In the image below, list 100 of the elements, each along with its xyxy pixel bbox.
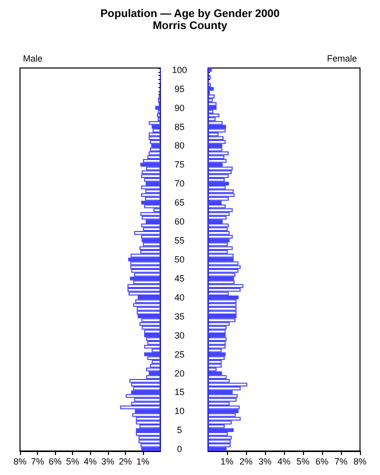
y-tick-label: 85 <box>174 122 184 132</box>
bar <box>144 178 160 182</box>
bar <box>208 144 222 148</box>
bar <box>208 128 226 132</box>
y-tick-label: 20 <box>174 368 184 378</box>
bar <box>144 344 160 349</box>
bar <box>208 223 229 228</box>
bar <box>150 148 160 152</box>
bar <box>139 322 160 326</box>
bar <box>208 86 214 91</box>
bar <box>148 136 160 140</box>
bar <box>128 292 160 296</box>
text: Male <box>23 54 43 64</box>
bar <box>208 326 227 330</box>
bar <box>155 106 160 110</box>
bar <box>145 189 160 194</box>
bar <box>144 333 160 338</box>
y-tick-label: 25 <box>174 349 184 360</box>
bar <box>208 371 222 376</box>
bar <box>139 246 160 250</box>
bar <box>136 306 160 311</box>
bar <box>141 447 160 451</box>
bar <box>138 440 160 444</box>
y-tick-label: 50 <box>174 254 184 264</box>
y-tick-label: 45 <box>174 273 184 284</box>
bar <box>139 424 160 428</box>
bar <box>208 170 232 174</box>
bar <box>134 231 160 235</box>
bar <box>208 341 226 345</box>
bar <box>208 318 236 322</box>
bar <box>136 310 160 314</box>
bar <box>141 223 160 228</box>
bar <box>136 416 160 421</box>
y-tick-label: 55 <box>174 236 184 246</box>
bar <box>130 254 160 258</box>
bar <box>208 375 227 379</box>
bar <box>136 432 160 436</box>
bar <box>144 204 160 208</box>
bar <box>142 216 160 220</box>
x-tick-label: 4% <box>84 456 97 466</box>
x-tick-label: 5% <box>66 456 80 466</box>
bar <box>134 272 160 277</box>
bar <box>148 132 160 136</box>
bar <box>208 382 248 387</box>
bar <box>147 356 160 360</box>
bar <box>208 189 234 194</box>
text: Female <box>326 54 358 64</box>
bar <box>148 371 160 376</box>
bar <box>138 314 160 318</box>
x-tick-label: 7% <box>334 456 348 466</box>
bar <box>208 303 236 307</box>
bar <box>208 310 236 314</box>
x-tick-label: 8% <box>353 456 367 466</box>
bar <box>146 368 160 372</box>
x-tick-label: 2% <box>239 456 253 466</box>
bar <box>208 193 235 197</box>
bar <box>208 178 225 182</box>
bar <box>208 265 241 269</box>
x-tick-label: 2% <box>118 456 132 466</box>
y-tick-label: 15 <box>174 387 184 398</box>
bar <box>151 144 160 148</box>
bar <box>208 140 226 144</box>
bar <box>208 208 233 212</box>
bar <box>156 114 160 118</box>
x-tick-label: 3% <box>101 456 114 466</box>
bar <box>208 299 236 304</box>
bar <box>150 140 160 144</box>
bar <box>208 447 227 451</box>
bar <box>142 326 160 330</box>
bar <box>142 238 160 242</box>
bar <box>128 258 160 262</box>
bar <box>147 155 160 160</box>
bar <box>208 166 233 170</box>
y-tick-label: 10 <box>174 406 184 416</box>
y-tick-label: 5 <box>176 425 182 436</box>
bar <box>208 151 229 156</box>
bar <box>208 443 231 448</box>
bar <box>208 136 224 140</box>
x-tick-label: 7% <box>31 456 44 466</box>
bar <box>208 234 233 239</box>
bar <box>141 174 160 178</box>
bar <box>208 121 223 125</box>
bar <box>136 428 160 432</box>
bar <box>141 193 160 197</box>
y-tick-label: 95 <box>174 84 184 94</box>
bar <box>208 94 215 98</box>
bar <box>133 386 160 390</box>
bar <box>208 337 227 342</box>
y-tick-label: 35 <box>174 311 184 322</box>
x-tick-label: 6% <box>315 456 329 466</box>
bar <box>208 330 226 334</box>
bar <box>135 299 160 304</box>
y-tick-label: 60 <box>174 216 184 227</box>
bar <box>208 155 224 160</box>
bar <box>208 296 239 300</box>
x-tick-label: 5% <box>296 456 310 466</box>
x-tick-label: 1% <box>220 456 234 466</box>
bar <box>208 288 241 292</box>
bar <box>208 98 213 102</box>
bar <box>208 272 236 277</box>
